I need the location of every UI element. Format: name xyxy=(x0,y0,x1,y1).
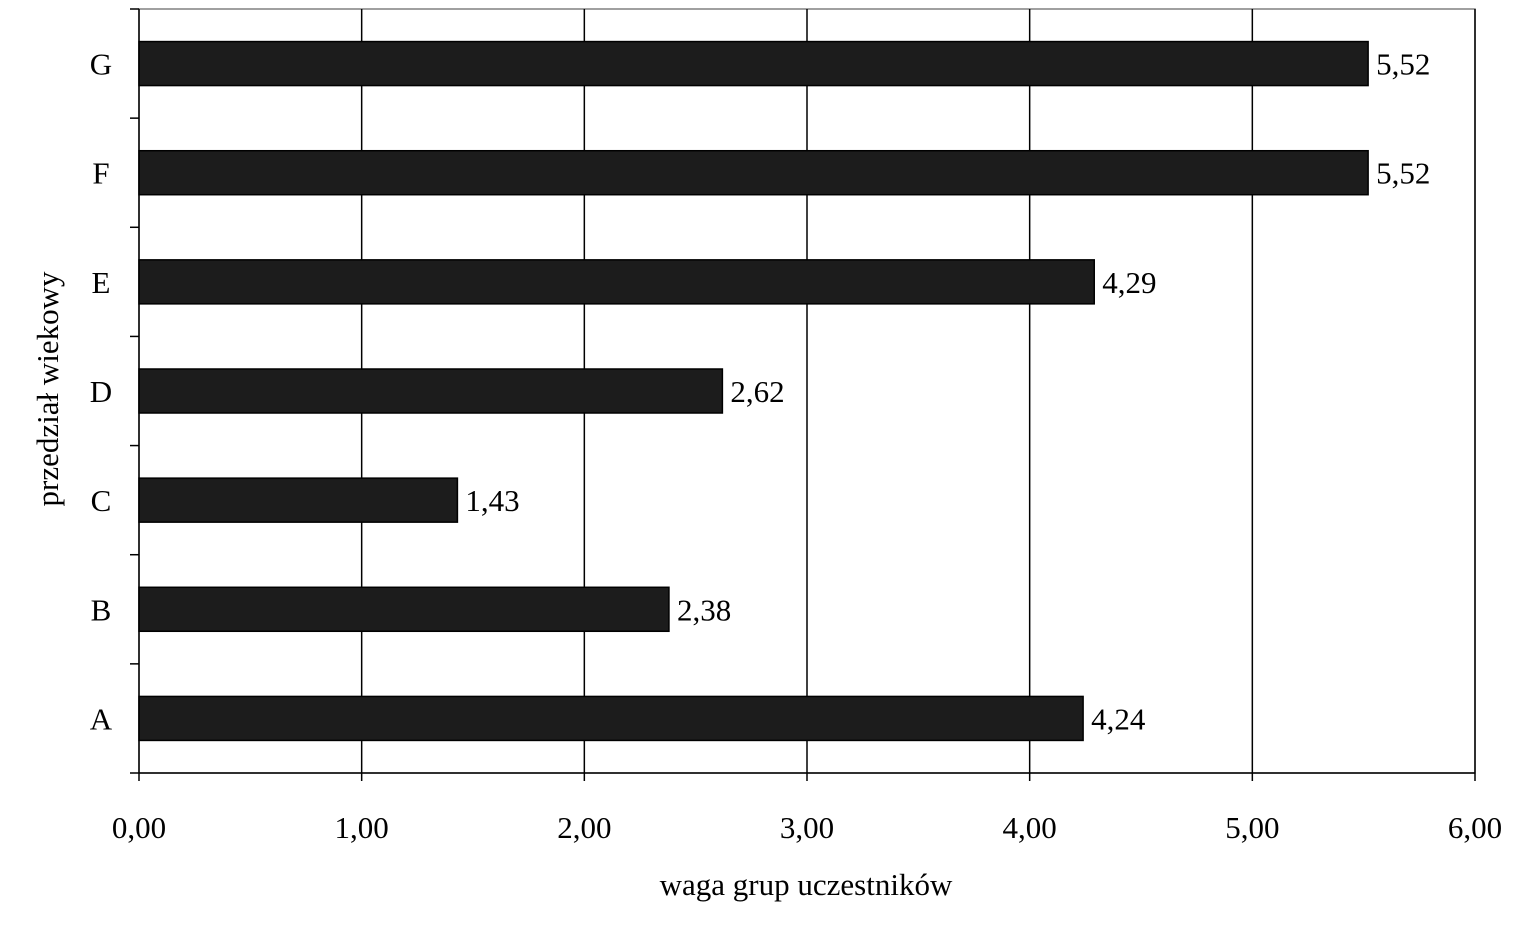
y-tick-label-E: E xyxy=(92,265,111,300)
bars xyxy=(138,40,1369,742)
y-tick-label-D: D xyxy=(90,374,112,409)
bar-B xyxy=(138,586,670,633)
data-label-F: 5,52 xyxy=(1376,156,1430,191)
y-axis-ticks: A B C D E F G xyxy=(90,8,139,774)
y-axis-title: przedział wiekowy xyxy=(30,271,65,506)
y-tick-label-B: B xyxy=(91,592,112,627)
bar-F xyxy=(138,149,1369,196)
y-tick-label-F: F xyxy=(92,156,109,191)
bar-A xyxy=(138,695,1084,742)
x-tick-label: 2,00 xyxy=(557,810,611,845)
x-tick-label: 1,00 xyxy=(335,810,389,845)
x-tick-label: 5,00 xyxy=(1225,810,1279,845)
x-axis-title: waga grup uczestników xyxy=(660,867,953,902)
y-tick-label-A: A xyxy=(90,701,113,736)
x-axis-ticks: 0,00 1,00 2,00 3,00 4,00 5,00 6,00 xyxy=(112,773,1502,845)
y-tick-label-C: C xyxy=(91,483,112,518)
bar-G xyxy=(138,40,1369,87)
bar-D xyxy=(138,368,724,414)
data-label-C: 1,43 xyxy=(465,483,519,518)
data-label-A: 4,24 xyxy=(1091,701,1146,736)
x-tick-label: 6,00 xyxy=(1448,810,1502,845)
data-labels: 4,24 2,38 1,43 2,62 4,29 5,52 5,52 xyxy=(465,47,1430,737)
x-tick-label: 4,00 xyxy=(1003,810,1057,845)
data-label-D: 2,62 xyxy=(730,374,784,409)
data-label-G: 5,52 xyxy=(1376,47,1430,82)
data-label-B: 2,38 xyxy=(677,592,731,627)
data-label-E: 4,29 xyxy=(1102,265,1156,300)
gridlines xyxy=(360,9,1476,773)
x-tick-label: 3,00 xyxy=(780,810,834,845)
bar-E xyxy=(138,259,1095,305)
bar-C xyxy=(138,477,459,523)
x-tick-label: 0,00 xyxy=(112,810,166,845)
y-tick-label-G: G xyxy=(90,47,112,82)
